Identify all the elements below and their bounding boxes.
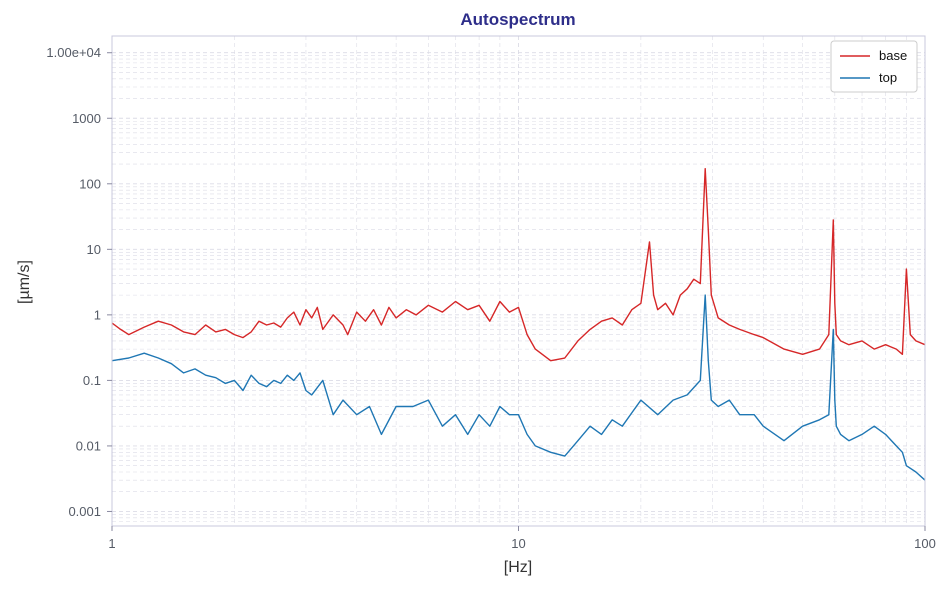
- axis-ticks: 1 10 100 0.001 0.01 0.1 1 10 100 1000 1.00e+04: [46, 45, 935, 551]
- y-tick-label: 10: [87, 242, 101, 257]
- legend-box: [830, 40, 918, 93]
- y-tick-label: 1.00e+04: [46, 45, 101, 60]
- x-tick-label: 100: [914, 536, 936, 551]
- legend-label-base: base: [879, 48, 907, 63]
- legend-label-top: top: [879, 70, 897, 85]
- x-tick-label: 10: [511, 536, 525, 551]
- y-tick-label: 0.1: [83, 373, 101, 388]
- series-line-base: [111, 167, 926, 362]
- x-tick-label: 1: [108, 536, 115, 551]
- chart-title: Autospectrum: [460, 10, 575, 29]
- x-axis-label: [Hz]: [504, 559, 532, 576]
- y-tick-label: 1000: [72, 111, 101, 126]
- y-tick-label: 0.001: [68, 504, 101, 519]
- y-tick-label: 100: [79, 176, 101, 191]
- y-axis-label: [µm/s]: [16, 260, 33, 304]
- y-tick-label: 1: [94, 307, 101, 322]
- series-line-top: [111, 294, 926, 481]
- grid-lines: [111, 36, 925, 527]
- series-lines: [111, 167, 926, 481]
- y-tick-label: 0.01: [76, 438, 101, 453]
- legend: base top: [830, 40, 918, 93]
